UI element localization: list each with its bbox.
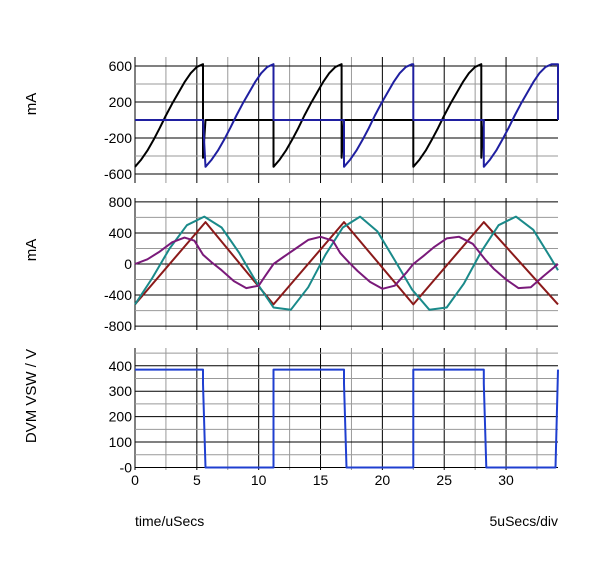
y-axis-label: DVM VSW / V	[23, 349, 40, 443]
y-axis-label: mA	[23, 239, 40, 262]
panel-switch-voltage: 400 300 200 100 -0 DVM VSW / V 0 5 10 15 20 25 30	[23, 348, 559, 488]
y-tick-label: -400	[104, 287, 132, 303]
x-tick-label: 0	[131, 472, 139, 488]
x-tick-label: 15	[313, 472, 329, 488]
series-trace	[135, 368, 559, 469]
series-trace	[135, 63, 559, 168]
x-tick-label: 5	[193, 472, 201, 488]
panel-capacitor-currents: 800 400 0 -400 -800 mA	[23, 194, 559, 334]
series-trace	[134, 215, 559, 311]
y-tick-label: -600	[104, 166, 132, 182]
series-trace	[134, 63, 558, 168]
y-tick-label: 100	[109, 434, 133, 450]
series-trace	[134, 235, 559, 290]
y-tick-label: -800	[104, 318, 132, 334]
y-tick-label: 200	[109, 94, 133, 110]
y-tick-label: 0	[124, 256, 132, 272]
panel-inductor-current: 600 200 -200 -600 mA	[23, 57, 559, 183]
x-tick-label: 30	[498, 472, 514, 488]
x-tick-label: 20	[375, 472, 391, 488]
x-tick-label: 10	[251, 472, 267, 488]
y-tick-label: 200	[109, 409, 133, 425]
y-tick-label: 400	[109, 225, 133, 241]
x-tick-label: 25	[436, 472, 452, 488]
y-tick-label: 800	[109, 194, 133, 210]
y-axis-label: mA	[23, 93, 40, 116]
y-tick-label: 300	[109, 383, 133, 399]
y-tick-label: 400	[109, 358, 133, 374]
y-tick-label: 600	[109, 58, 133, 74]
y-tick-label: -0	[120, 459, 133, 475]
x-axis-label: time/uSecs	[135, 513, 204, 529]
series-trace	[134, 221, 559, 306]
x-scale-label: 5uSecs/div	[490, 513, 558, 529]
y-tick-label: -200	[104, 130, 132, 146]
